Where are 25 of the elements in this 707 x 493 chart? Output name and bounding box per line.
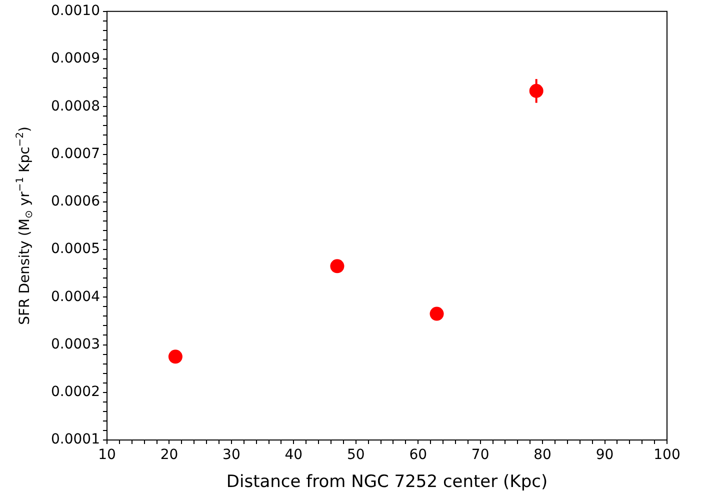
point <box>330 259 344 274</box>
y-tick-label: 0.0009 <box>51 50 100 67</box>
y-tick-label: 0.0001 <box>51 432 100 448</box>
point <box>430 306 444 321</box>
x-tick-label: 60 <box>409 447 428 464</box>
x-tick-label: 30 <box>222 447 240 464</box>
y-tick-label: 0.0007 <box>51 146 100 162</box>
x-tick-label: 80 <box>534 447 552 464</box>
y-tick-label: 0.0008 <box>51 98 100 114</box>
x-axis-title: Distance from NGC 7252 center (Kpc) <box>226 472 548 492</box>
y-tick-label: 0.0003 <box>51 336 100 352</box>
y-tick-label: 0.0006 <box>51 194 100 210</box>
y-tick-label: 0.0004 <box>51 288 100 305</box>
x-tick-label: 20 <box>160 447 178 464</box>
x-tick-label: 70 <box>471 447 490 464</box>
y-axis-title: SFR Density (M⊙ yr−1 Kpc−2) <box>15 126 35 325</box>
y-tick-label: 0.0010 <box>51 3 100 20</box>
x-tick-label: 40 <box>284 447 303 464</box>
y-tick-label: 0.0002 <box>51 384 100 400</box>
y-tick-label: 0.0005 <box>51 241 100 258</box>
x-tick-label: 50 <box>346 447 365 464</box>
x-tick-label: 90 <box>596 447 614 464</box>
x-tick-label: 100 <box>654 447 680 464</box>
x-tick-label: 10 <box>98 447 116 464</box>
point <box>168 350 182 364</box>
